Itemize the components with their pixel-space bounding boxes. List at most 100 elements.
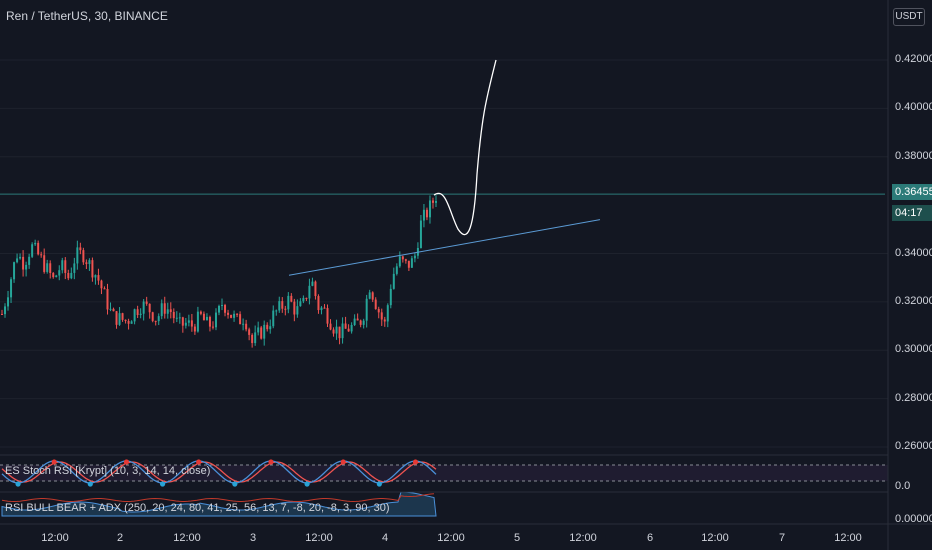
candle-body <box>371 292 374 300</box>
stoch-overbought-marker <box>196 459 202 465</box>
candle-body <box>314 281 317 297</box>
current-price-badge: 0.36455 <box>892 184 932 200</box>
candle-body <box>79 247 82 251</box>
candle-body <box>233 313 236 318</box>
candle-body <box>218 305 220 313</box>
time-tick-label: 12:00 <box>437 532 465 544</box>
candle-body <box>49 263 52 273</box>
candle-body <box>410 258 413 268</box>
candle-body <box>28 256 31 265</box>
candle-body <box>145 301 148 304</box>
candle-body <box>196 311 199 332</box>
candle-body <box>43 255 46 272</box>
candle-body <box>428 200 431 218</box>
candle-body <box>94 275 97 278</box>
candle-body <box>190 320 193 327</box>
candle-body <box>245 323 248 330</box>
rsi-bull-bear-area <box>1 491 437 517</box>
time-tick-label: 12:00 <box>701 532 729 544</box>
rsi-bull-bear-line <box>1 493 435 503</box>
candle-body <box>236 313 239 315</box>
candle-body <box>25 264 28 270</box>
candle-body <box>269 326 272 330</box>
candle-body <box>350 324 353 332</box>
candle-body <box>275 310 278 312</box>
time-tick-label: 12:00 <box>834 532 862 544</box>
currency-button[interactable]: USDT <box>893 8 925 26</box>
candle-body <box>422 209 425 221</box>
stoch-oversold-marker <box>376 481 382 487</box>
candle-body <box>404 259 407 261</box>
time-tick-label: 7 <box>778 532 786 544</box>
rsi-bull-bear-label[interactable]: RSI BULL BEAR + ADX (250, 20, 24, 80, 41… <box>5 502 390 514</box>
candle-body <box>211 326 214 328</box>
candle-body <box>193 326 196 332</box>
candle-body <box>151 312 154 321</box>
stoch-rsi-label[interactable]: ES Stoch RSI [Krypt] (10, 3, 14, 14, clo… <box>5 465 211 477</box>
chart-grid <box>0 59 888 448</box>
candle-body <box>178 317 181 319</box>
candle-body <box>139 313 142 315</box>
candle-body <box>97 275 100 281</box>
candle-body <box>148 303 151 313</box>
candle-body <box>338 326 341 339</box>
candle-body <box>181 317 184 326</box>
candle-body <box>61 260 64 271</box>
candle-body <box>205 316 208 321</box>
candle-body <box>389 288 392 306</box>
candle-body <box>401 256 404 260</box>
candle-body <box>332 329 335 334</box>
candle-body <box>40 254 43 256</box>
candle-body <box>82 250 85 263</box>
projection-drawing[interactable] <box>433 59 497 236</box>
candle-body <box>199 311 202 314</box>
candle-body <box>347 328 350 332</box>
candle-body <box>356 318 359 321</box>
candle-body <box>431 200 434 203</box>
time-tick-label: 12:00 <box>41 532 69 544</box>
candle-body <box>341 323 344 339</box>
candle-body <box>187 320 190 323</box>
candle-body <box>284 308 287 310</box>
candle-body <box>359 320 362 325</box>
candle-body <box>308 285 311 299</box>
candlestick-series <box>1 195 437 348</box>
candle-body <box>175 317 178 319</box>
candle-body <box>163 303 166 314</box>
candle-body <box>76 247 79 264</box>
candle-body <box>323 307 326 309</box>
candle-body <box>88 260 91 265</box>
stoch-overbought-marker <box>123 459 130 465</box>
price-tick-label: 0.38000 <box>895 149 932 162</box>
candle-body <box>317 296 320 311</box>
candle-body <box>251 334 254 344</box>
trendline-drawing[interactable] <box>288 219 601 276</box>
candle-body <box>329 323 332 330</box>
price-tick-label: 0.40000 <box>895 101 932 114</box>
candle-body <box>31 244 34 257</box>
candle-body <box>407 260 410 268</box>
candle-body <box>160 303 163 317</box>
symbol-title: Ren / TetherUS, 30, BINANCE <box>6 9 168 23</box>
candle-body <box>266 324 269 330</box>
candle-body <box>299 301 302 307</box>
candle-body <box>16 258 19 263</box>
price-tick-label: 0.26000 <box>895 440 932 452</box>
rsibb-scale-label: 0.00000 <box>895 513 932 525</box>
candle-body <box>392 273 395 289</box>
candle-body <box>184 322 187 326</box>
candle-body <box>46 263 49 272</box>
candle-body <box>166 309 169 314</box>
candle-body <box>52 272 55 278</box>
price-tick-label: 0.42000 <box>895 53 932 65</box>
candle-body <box>311 281 314 286</box>
candle-body <box>230 314 233 318</box>
price-tick-label: 0.30000 <box>895 343 932 356</box>
candle-body <box>85 262 88 265</box>
candle-body <box>293 301 296 315</box>
stoch-overbought-marker <box>340 459 346 465</box>
candle-body <box>109 308 112 310</box>
candle-body <box>133 309 136 322</box>
candle-body <box>7 297 10 307</box>
